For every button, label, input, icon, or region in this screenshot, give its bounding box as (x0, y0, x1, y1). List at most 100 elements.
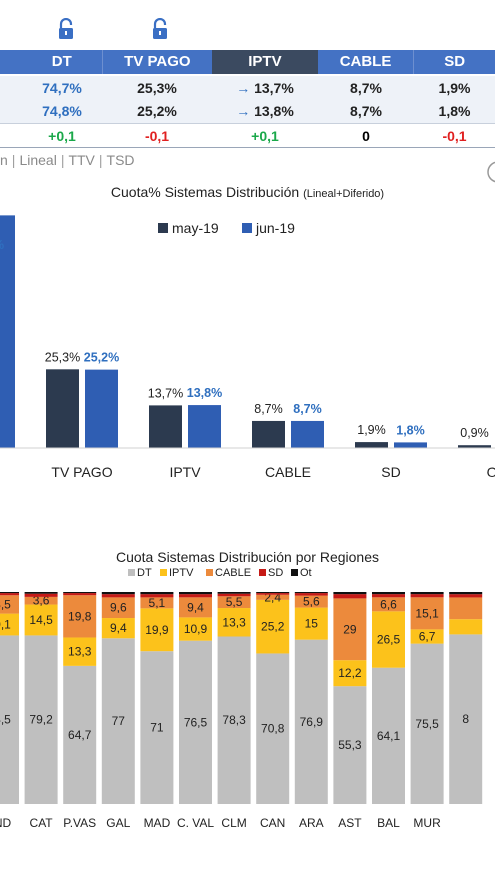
bar-segment-sd (63, 593, 97, 596)
cell-cable-diff: 0 (362, 128, 370, 144)
segment-label: 3,6 (33, 594, 50, 608)
legend-swatch (158, 223, 168, 233)
x-tick-label: CAN (260, 816, 285, 830)
bar-may-19 (46, 369, 79, 448)
segment-label: 9,4 (110, 621, 127, 635)
bar-segment-ot (24, 592, 58, 594)
legend-swatch (128, 569, 135, 576)
segment-label: 19,8 (68, 609, 92, 623)
cell-iptv: 13,7% (254, 80, 294, 96)
data-label: 1,9% (357, 423, 386, 437)
segment-label: 15 (305, 617, 319, 631)
bar-segment-ot (333, 592, 367, 595)
bar-segment-sd (101, 594, 135, 598)
x-tick-label: MAD (144, 816, 171, 830)
x-tick-label: BAL (377, 816, 400, 830)
bar-segment-sd (24, 593, 58, 597)
segment-label: 70,8 (261, 722, 285, 736)
bar-segment-iptv (294, 607, 328, 640)
x-tick-label: AST (338, 816, 362, 830)
tab-lineal[interactable]: Lineal (19, 152, 57, 168)
bar-jun-19 (85, 369, 118, 448)
view-tabs: n | Lineal | TTV | TSD (0, 152, 135, 168)
legend-label: jun-19 (255, 220, 295, 236)
segment-label: 5,5 (226, 595, 243, 609)
segment-label: 10,9 (184, 622, 208, 636)
cell-sd: 1,8% (438, 103, 471, 119)
cell-dt-diff: +0,1 (48, 128, 76, 144)
bar-jun-19 (394, 442, 427, 448)
bar-segment-iptv (217, 608, 251, 637)
bar-may-19 (458, 445, 491, 448)
segment-label: 15,1 (415, 606, 439, 620)
segment-label: 55,3 (338, 738, 362, 752)
header-iptv: IPTV (212, 50, 318, 74)
header-sd: SD (413, 50, 495, 74)
segment-label: 9,4 (187, 600, 204, 614)
x-tick-label: ARA (299, 816, 324, 830)
bar-segment-dt (294, 639, 328, 804)
segment-label: 19,9 (145, 623, 169, 637)
x-tick-label: Ot (487, 464, 495, 480)
legend-label: DT (137, 567, 152, 579)
segment-label: 76,5 (184, 715, 208, 729)
segment-label: 8,5 (0, 597, 11, 611)
segment-label: 78,3 (222, 713, 246, 727)
bar-segment-ot (63, 592, 97, 594)
legend-label: may-19 (172, 220, 219, 236)
x-tick-label: SD (381, 464, 400, 480)
segment-label: 14,5 (29, 613, 53, 627)
x-tick-label: CAT (30, 816, 54, 830)
bar-segment-sd (410, 594, 444, 598)
bar-segment-sd (294, 593, 328, 596)
x-tick-label: GAL (106, 816, 130, 830)
bar-segment-ot (410, 592, 444, 595)
segment-label: 64,7 (68, 728, 92, 742)
bar-segment-dt (24, 635, 58, 804)
bar-segment-cable (101, 597, 135, 619)
arrow-right-icon: → (236, 80, 251, 96)
table-header: DT TV PAGO IPTV CABLE SD (0, 50, 495, 74)
bar-may-19 (149, 405, 182, 448)
bar-segment-dt (63, 665, 97, 804)
cell-tv-pago-diff: -0,1 (144, 128, 170, 144)
x-tick-label: ND (0, 816, 11, 830)
bar-segment-iptv (140, 608, 174, 652)
bar-segment-cable (63, 595, 97, 638)
legend-swatch (160, 569, 167, 576)
bar-may-19 (252, 420, 285, 448)
x-tick-label: MUR (413, 816, 441, 830)
x-tick-label: TV PAGO (51, 464, 112, 480)
chart-menu-icon[interactable] (486, 160, 495, 184)
segment-label: 76,9 (300, 715, 324, 729)
cell-iptv-diff: +0,1 (251, 128, 279, 144)
tab-partial[interactable]: n (0, 152, 8, 168)
bar-segment-sd (449, 594, 483, 598)
bar-segment-cable (0, 595, 19, 614)
bar-jun-19 (0, 215, 15, 448)
bar-segment-cable (256, 594, 290, 600)
tab-ttv[interactable]: TTV (68, 152, 95, 168)
header-dt: DT (21, 50, 102, 74)
segment-label: 79,2 (29, 713, 53, 727)
bar-segment-ot (179, 592, 212, 595)
bar-segment-sd (179, 594, 212, 598)
legend-label: Ot (300, 567, 312, 579)
bar-segment-sd (0, 593, 19, 596)
legend-label: IPTV (169, 567, 194, 579)
segment-label: 12,2 (338, 666, 362, 680)
x-tick-label: CABLE (265, 464, 311, 480)
bar-segment-iptv (101, 618, 135, 639)
data-label: 25,3% (45, 350, 80, 364)
cell-dt: 74,8% (42, 103, 82, 119)
cell-cable: 8,7% (350, 103, 382, 119)
x-tick-label: C. VAL (177, 816, 214, 830)
segment-label: 25,2 (261, 620, 285, 634)
segment-label: 77 (112, 714, 126, 728)
bar-segment-cable (372, 597, 405, 612)
header-cable: CABLE (317, 50, 414, 74)
segment-label: 5,6 (303, 595, 320, 609)
bar-jun-19 (291, 420, 324, 448)
bar-segment-dt (372, 667, 405, 804)
tab-tsd[interactable]: TSD (106, 152, 135, 168)
